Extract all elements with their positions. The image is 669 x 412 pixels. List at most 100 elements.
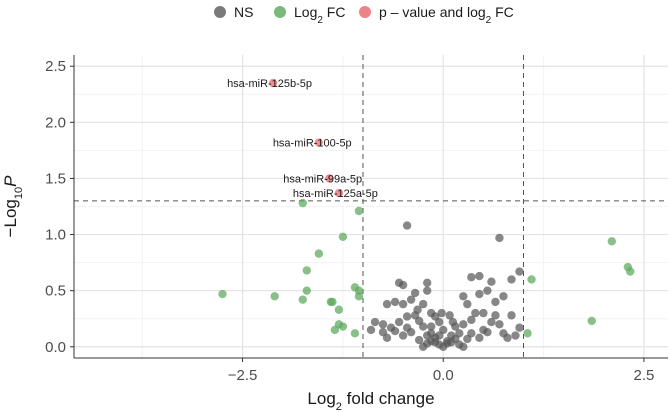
data-point: [607, 237, 617, 246]
data-point: [459, 292, 468, 301]
legend-key: [274, 6, 286, 18]
data-point: [479, 308, 488, 318]
series-1: [218, 198, 635, 338]
data-point: [406, 295, 416, 304]
data-point: [495, 320, 504, 329]
data-point: [448, 317, 458, 327]
data-point: [218, 289, 227, 299]
data-point: [475, 289, 484, 299]
data-point: [402, 312, 412, 321]
data-point: [487, 317, 496, 327]
y-tick-label: 0.0: [45, 339, 66, 356]
point-label: hsa-miR-125a-5p: [293, 188, 378, 200]
data-point: [626, 267, 635, 276]
data-point: [334, 188, 344, 198]
data-point: [268, 78, 278, 88]
data-point: [487, 277, 496, 286]
data-point: [471, 308, 480, 318]
data-point: [491, 297, 500, 307]
data-point: [511, 331, 520, 340]
data-point: [475, 271, 484, 281]
data-point: [427, 308, 436, 318]
x-tick-label: 0.0: [433, 367, 454, 384]
data-point: [515, 267, 524, 276]
data-point: [398, 331, 408, 340]
data-point: [483, 286, 492, 295]
legend-key: [359, 6, 371, 18]
data-point: [445, 311, 454, 320]
data-point: [314, 249, 324, 258]
y-axis-label: −Log10P: [1, 175, 25, 238]
axes: −2.5 0.0 2.5 0.0 0.5 1.0 1.5 2.0 2.5 Log2 fold ch…: [1, 55, 668, 412]
data-point: [328, 297, 337, 307]
data-point: [507, 311, 516, 320]
data-point: [410, 288, 420, 298]
data-point: [499, 292, 508, 301]
data-point: [298, 198, 307, 208]
legend-label: p – value and log2 FC: [379, 4, 514, 26]
x-axis-label: Log2 fold change: [307, 389, 434, 412]
y-tick-label: 2.5: [45, 58, 66, 75]
legend-key: [214, 6, 226, 18]
data-point: [467, 315, 476, 325]
y-tick-label: 1.5: [45, 170, 66, 187]
series-2: [268, 78, 344, 198]
data-point: [483, 327, 492, 337]
legend-item-2: p – value and log2 FC: [359, 4, 514, 26]
data-point: [390, 297, 400, 307]
data-point: [422, 286, 432, 295]
data-point: [527, 275, 536, 284]
y-tick-label: 2.0: [45, 114, 66, 131]
data-point: [314, 138, 324, 147]
data-point: [334, 305, 344, 314]
x-tick-label: 2.5: [633, 367, 654, 384]
data-point: [302, 286, 311, 295]
data-point: [467, 273, 476, 282]
data-point: [475, 333, 484, 342]
data-point: [370, 317, 380, 327]
data-point: [382, 333, 392, 342]
data-point: [459, 320, 468, 329]
x-tick-label: −2.5: [228, 367, 258, 384]
legend: NS Log2 FC p – value and log2 FC: [214, 4, 514, 26]
data-point: [418, 342, 428, 351]
data-point: [325, 174, 334, 183]
data-point: [515, 323, 524, 332]
data-point: [587, 316, 596, 326]
point-label: hsa-miR-100-5p: [273, 138, 352, 150]
data-point: [422, 278, 432, 288]
data-point: [390, 326, 400, 336]
data-point: [330, 325, 340, 335]
data-point: [350, 329, 360, 338]
data-point: [435, 317, 444, 327]
point-label: hsa-miR-125b-5p: [227, 78, 312, 90]
data-point: [427, 329, 436, 338]
data-point: [503, 333, 512, 342]
data-point: [413, 305, 422, 314]
data-point: [418, 322, 428, 331]
series-0: [366, 221, 524, 351]
data-point: [398, 299, 408, 309]
legend-item-0: NS: [214, 4, 253, 20]
data-point: [354, 292, 364, 301]
data-point: [270, 292, 279, 301]
data-point: [338, 232, 348, 241]
data-point: [463, 299, 472, 309]
data-point: [414, 335, 424, 345]
data-point: [394, 317, 404, 327]
data-point: [398, 280, 408, 290]
legend-label: NS: [234, 4, 253, 20]
data-point: [467, 329, 476, 338]
data-point: [427, 322, 436, 331]
data-point: [402, 221, 412, 230]
data-point: [302, 266, 311, 275]
data-point: [459, 342, 468, 351]
data-point: [354, 206, 364, 216]
data-point: [298, 295, 307, 304]
data-point: [382, 299, 392, 309]
data-point: [495, 233, 504, 243]
y-tick-label: 0.5: [45, 283, 66, 300]
plot-panel: hsa-miR-125b-5p hsa-miR-100-5p hsa-miR-99a…: [74, 55, 668, 358]
legend-item-1: Log2 FC: [274, 4, 345, 26]
